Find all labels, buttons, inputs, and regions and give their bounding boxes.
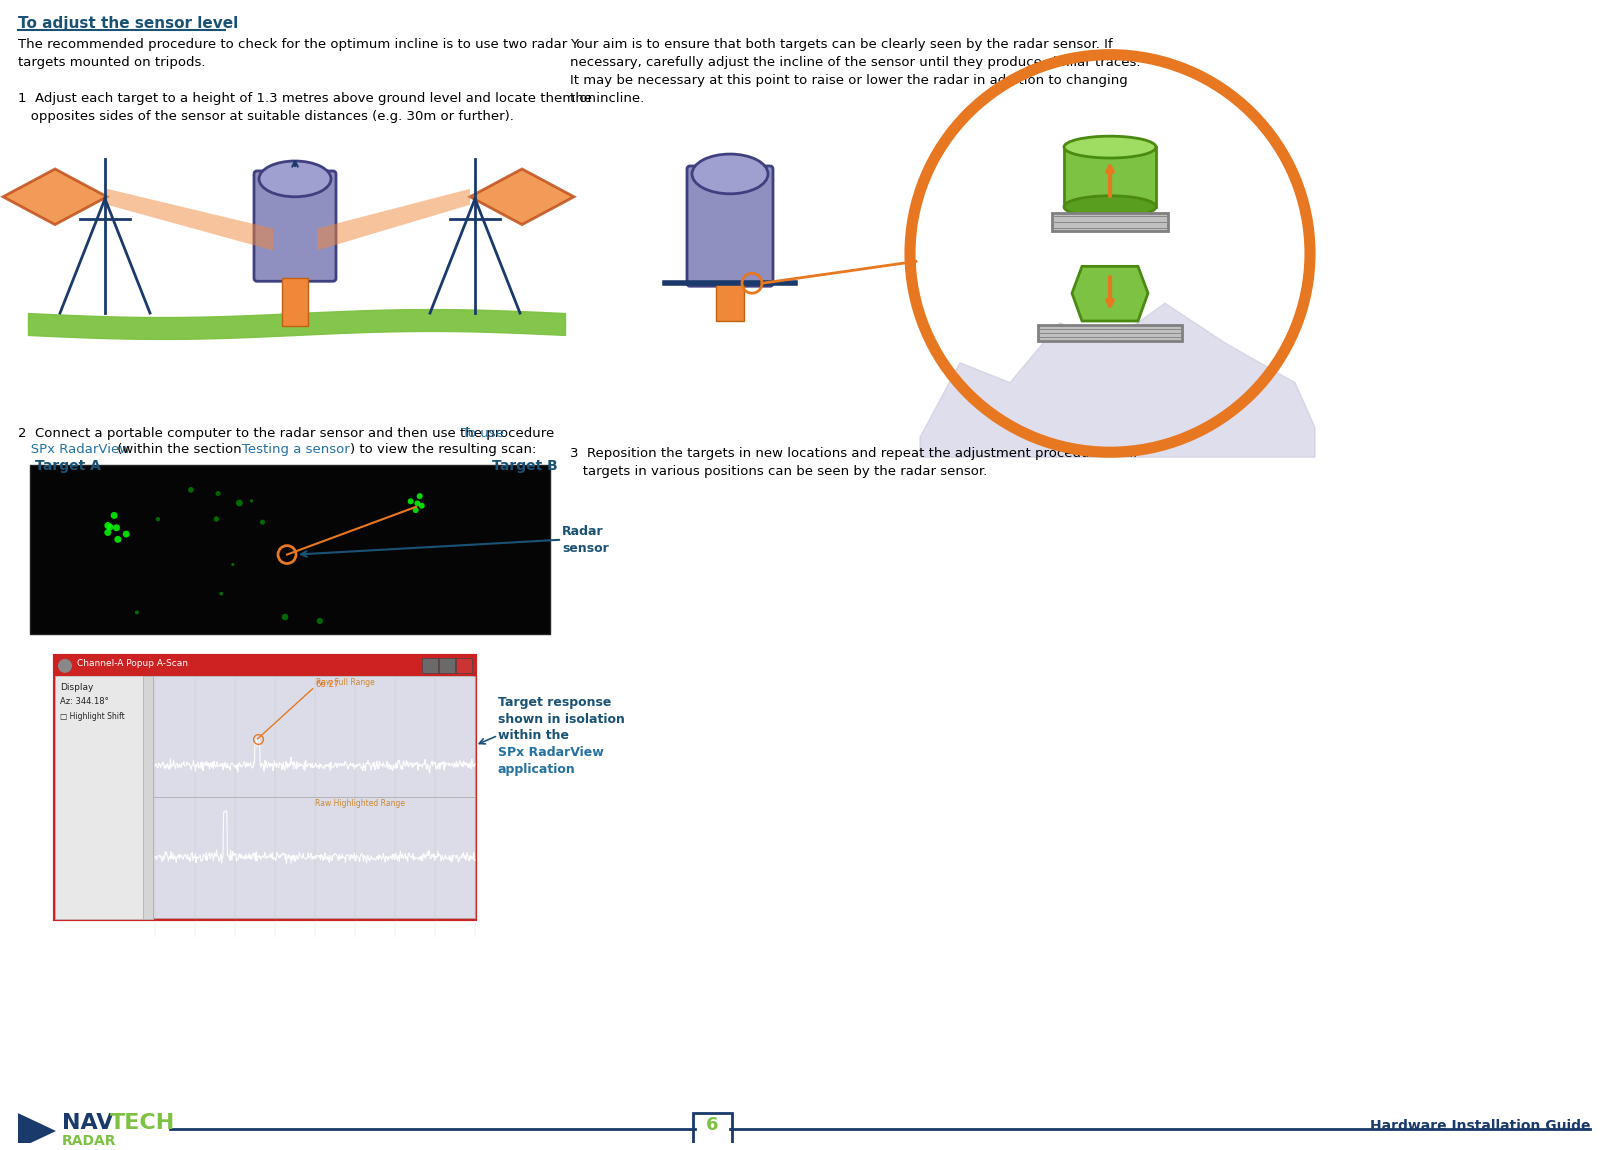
Circle shape (114, 536, 121, 543)
FancyBboxPatch shape (31, 465, 549, 634)
Circle shape (250, 499, 253, 503)
Circle shape (216, 491, 221, 496)
Circle shape (414, 500, 420, 506)
Text: TECH: TECH (110, 1113, 176, 1133)
Polygon shape (3, 169, 106, 224)
Polygon shape (470, 169, 574, 224)
Circle shape (105, 529, 111, 536)
Text: Raw Highlighted Range: Raw Highlighted Range (316, 799, 404, 808)
Text: The recommended procedure to check for the optimum incline is to use two radar
t: The recommended procedure to check for t… (18, 38, 596, 123)
Circle shape (417, 493, 422, 499)
FancyBboxPatch shape (153, 676, 475, 797)
FancyBboxPatch shape (422, 658, 438, 673)
Text: application: application (498, 764, 575, 776)
Circle shape (412, 507, 419, 513)
Ellipse shape (1063, 196, 1157, 217)
Circle shape (122, 530, 130, 537)
Circle shape (113, 524, 119, 531)
Circle shape (259, 520, 266, 524)
FancyBboxPatch shape (255, 171, 337, 282)
Circle shape (156, 518, 159, 521)
Circle shape (408, 498, 414, 505)
FancyBboxPatch shape (686, 166, 773, 286)
Circle shape (282, 614, 288, 620)
FancyBboxPatch shape (143, 676, 153, 919)
Polygon shape (106, 189, 272, 251)
FancyBboxPatch shape (55, 656, 475, 919)
FancyBboxPatch shape (55, 676, 153, 919)
FancyBboxPatch shape (440, 658, 454, 673)
Text: Display: Display (60, 683, 93, 692)
FancyBboxPatch shape (55, 656, 475, 676)
Text: (within the section: (within the section (113, 443, 246, 457)
Text: SPx RadarView: SPx RadarView (498, 746, 604, 759)
Text: RADAR: RADAR (61, 1134, 116, 1148)
Text: 2  Connect a portable computer to the radar sensor and then use the procedure: 2 Connect a portable computer to the rad… (18, 428, 559, 440)
Text: Channel-A Popup A-Scan: Channel-A Popup A-Scan (77, 659, 188, 668)
Text: 66:27: 66:27 (316, 680, 340, 689)
Ellipse shape (693, 154, 768, 194)
Circle shape (105, 522, 111, 529)
Polygon shape (18, 1113, 56, 1149)
FancyBboxPatch shape (1052, 213, 1168, 230)
Polygon shape (317, 189, 470, 251)
Text: Target B: Target B (491, 459, 557, 473)
Circle shape (135, 611, 139, 614)
Text: SPx RadarView: SPx RadarView (18, 443, 130, 457)
Text: Target A: Target A (35, 459, 101, 473)
Circle shape (106, 523, 113, 530)
Text: ) to view the resulting scan:: ) to view the resulting scan: (350, 443, 536, 457)
Text: □ Highlight Shift: □ Highlight Shift (60, 712, 124, 721)
Text: within the: within the (498, 729, 569, 743)
Text: 6: 6 (706, 1117, 719, 1134)
Circle shape (235, 499, 243, 506)
Circle shape (58, 659, 72, 673)
Text: Hardware Installation Guide: Hardware Installation Guide (1369, 1119, 1590, 1133)
Text: To use: To use (462, 428, 504, 440)
Circle shape (419, 503, 425, 508)
Text: Az: 344.18°: Az: 344.18° (60, 697, 110, 706)
Text: NAV: NAV (61, 1113, 113, 1133)
Circle shape (317, 618, 322, 624)
Text: To adjust the sensor level: To adjust the sensor level (18, 16, 238, 31)
Text: Raw Full Range: Raw Full Range (316, 677, 375, 687)
Text: Your aim is to ensure that both targets can be clearly seen by the radar sensor.: Your aim is to ensure that both targets … (570, 38, 1141, 105)
FancyBboxPatch shape (153, 797, 475, 919)
Circle shape (188, 486, 193, 492)
Text: 3  Reposition the targets in new locations and repeat the adjustment procedure u: 3 Reposition the targets in new location… (570, 447, 1137, 478)
FancyBboxPatch shape (1063, 147, 1157, 207)
Polygon shape (920, 304, 1315, 458)
FancyBboxPatch shape (693, 1113, 731, 1145)
FancyBboxPatch shape (282, 278, 308, 325)
FancyBboxPatch shape (1037, 325, 1182, 340)
FancyBboxPatch shape (456, 658, 472, 673)
Ellipse shape (259, 161, 330, 197)
Text: Testing a sensor: Testing a sensor (242, 443, 350, 457)
Circle shape (219, 592, 222, 596)
Circle shape (214, 516, 219, 522)
FancyBboxPatch shape (715, 283, 744, 321)
Polygon shape (1071, 267, 1149, 321)
Circle shape (232, 564, 235, 566)
Circle shape (111, 512, 118, 519)
Text: shown in isolation: shown in isolation (498, 713, 625, 726)
Ellipse shape (1063, 136, 1157, 158)
Text: Radar
sensor: Radar sensor (562, 524, 609, 554)
Text: Target response: Target response (498, 696, 612, 708)
